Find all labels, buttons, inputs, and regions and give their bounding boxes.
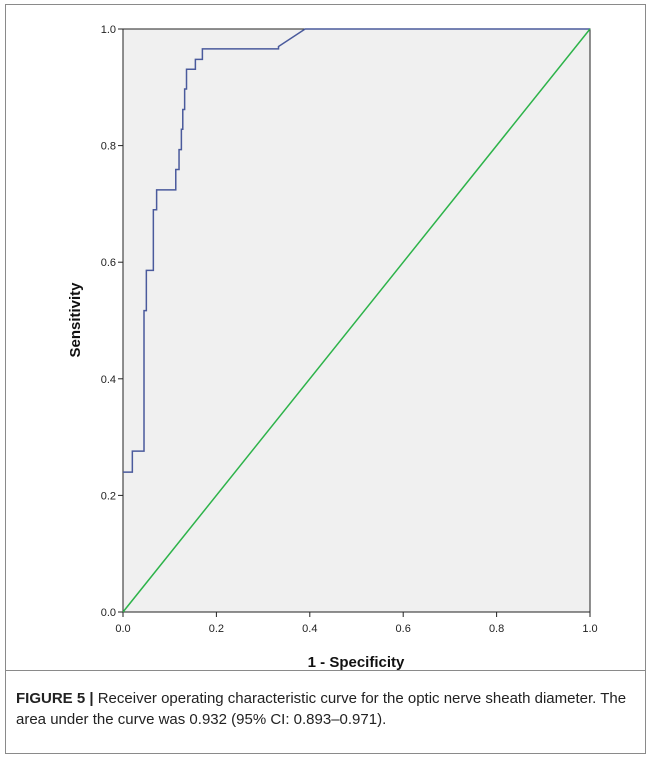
y-tick-label: 0.6	[101, 257, 116, 269]
y-tick-label: 0.8	[101, 141, 116, 153]
x-tick-label: 0.4	[302, 623, 317, 635]
caption-text: Receiver operating characteristic curve …	[16, 690, 627, 728]
x-tick-label: 0.8	[489, 623, 504, 635]
y-tick-label: 0.0	[101, 607, 116, 619]
x-tick-label: 1.0	[582, 623, 597, 635]
x-tick-label: 0.2	[209, 623, 224, 635]
roc-curve-line	[123, 28, 590, 473]
y-axis-label: Sensitivity	[67, 282, 84, 358]
x-tick-label: 0.6	[396, 623, 411, 635]
y-tick-label: 1.0	[101, 24, 116, 36]
caption-label: FIGURE 5 |	[16, 690, 94, 707]
x-tick-label: 0.0	[115, 623, 130, 635]
reference-diagonal-line	[122, 28, 591, 613]
y-tick-label: 0.4	[101, 374, 116, 386]
y-tick-label: 0.2	[101, 490, 116, 502]
roc-chart-svg: 0.0 0.2 0.4 0.6 0.8 1.0 0.0 0.2 0.4 0.6 0.8 1.0 1 -…	[67, 24, 598, 670]
caption-divider	[6, 670, 645, 671]
roc-chart: 0.0 0.2 0.4 0.6 0.8 1.0 0.0 0.2 0.4 0.6 0.8 1.0 1 -…	[67, 24, 598, 670]
figure-caption: FIGURE 5 | Receiver operating characteri…	[16, 688, 636, 730]
x-axis-label: 1 - Specificity	[308, 654, 405, 670]
